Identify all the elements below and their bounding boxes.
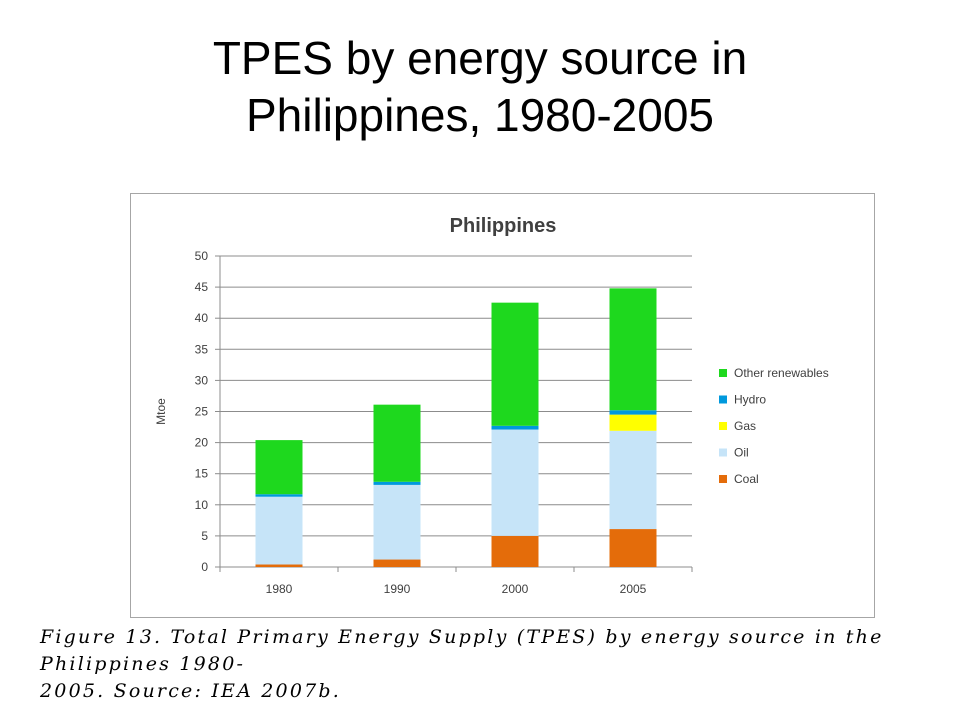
legend-label: Coal [734, 472, 759, 486]
slide-title-line2: Philippines, 1980-2005 [245, 89, 715, 141]
caption-line1: Figure 13. Total Primary Energy Supply (… [40, 626, 884, 675]
x-tick-label: 1990 [384, 582, 411, 596]
y-tick-label: 25 [195, 405, 209, 419]
bar-segment-hydro [255, 494, 303, 497]
y-tick-label: 40 [195, 311, 209, 325]
y-tick-label: 20 [195, 436, 209, 450]
legend-label: Oil [734, 446, 749, 460]
bar-segment-coal [255, 564, 303, 567]
bar-segment-other-renewables [609, 288, 657, 411]
legend-swatch [719, 475, 727, 483]
legend-swatch [719, 395, 727, 404]
bar-segment-oil [491, 429, 539, 536]
bar-segment-oil [373, 484, 421, 560]
bar-segment-other-renewables [373, 404, 421, 482]
y-axis-label: Mtoe [154, 398, 168, 425]
y-tick-label: 45 [195, 280, 209, 294]
bar-segment-other-renewables [255, 440, 303, 495]
legend-label: Hydro [734, 393, 766, 407]
legend-label: Gas [734, 419, 756, 433]
x-tick-label: 2005 [620, 582, 647, 596]
bar-segment-coal [491, 535, 539, 567]
legend-swatch [719, 448, 727, 457]
y-tick-label: 15 [195, 467, 209, 481]
y-tick-label: 5 [201, 529, 208, 543]
chart-title: Philippines [450, 215, 557, 237]
slide-title-line1: TPES by energy source in [212, 32, 748, 84]
x-tick-label: 2000 [502, 582, 529, 596]
bar-segment-hydro [373, 481, 421, 485]
legend-swatch [719, 369, 727, 377]
y-tick-label: 35 [195, 342, 209, 356]
y-tick-label: 0 [201, 560, 208, 574]
chart-frame: Philippines 0 5 10 15 20 25 30 35 40 45 50 Mtoe 1980 1… [130, 193, 875, 618]
bar-segment-coal [609, 529, 657, 567]
caption-line2: 2005. Source: IEA 2007b. [40, 680, 342, 702]
figure-caption: Figure 13. Total Primary Energy Supply (… [40, 624, 940, 705]
bar-segment-coal [373, 559, 421, 567]
bar-segment-oil [609, 430, 657, 530]
bar-segment-hydro [609, 410, 657, 415]
x-tick-label: 1980 [266, 582, 293, 596]
bar-segment-other-renewables [491, 302, 539, 426]
stacked-bar-chart: Philippines 0 5 10 15 20 25 30 35 40 45 50 Mtoe 1980 1… [154, 215, 829, 596]
legend-label: Other renewables [734, 366, 829, 380]
y-tick-label: 50 [195, 249, 209, 263]
bar-segment-gas [609, 414, 657, 431]
y-tick-label: 10 [195, 498, 209, 512]
bar-segment-hydro [491, 425, 539, 430]
bar-segment-oil [255, 496, 303, 565]
slide-title: TPES by energy source in Philippines, 19… [0, 30, 960, 144]
y-tick-label: 30 [195, 373, 209, 387]
legend-swatch [719, 422, 727, 430]
